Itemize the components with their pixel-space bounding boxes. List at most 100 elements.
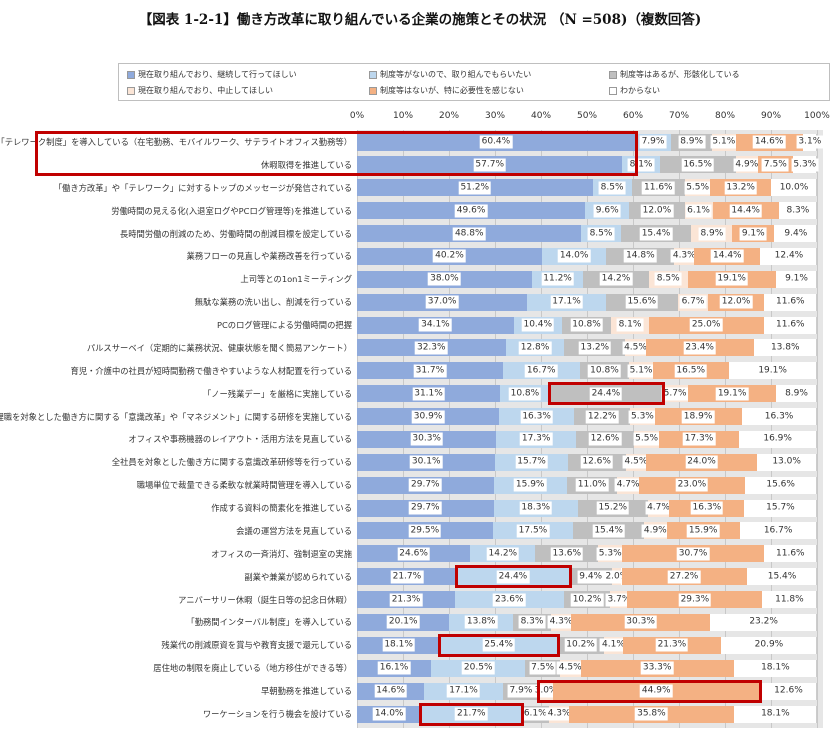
highlight-box — [419, 702, 525, 726]
data-label: 29.3% — [678, 593, 712, 607]
data-label: 12.0% — [640, 204, 674, 218]
data-label: 15.6% — [764, 478, 797, 492]
data-label: 10.8% — [508, 387, 542, 401]
data-label: 37.0% — [425, 295, 459, 309]
data-label: 21.3% — [389, 593, 423, 607]
data-label: 21.3% — [655, 638, 689, 652]
legend-swatch — [609, 70, 617, 79]
data-label: 16.7% — [761, 524, 795, 538]
x-tick-label: 70% — [668, 111, 690, 121]
data-label: 14.8% — [624, 249, 657, 263]
data-label: 29.7% — [409, 501, 442, 515]
data-label: 16.5% — [681, 158, 714, 172]
data-label: 5.3% — [628, 410, 656, 424]
x-tick-label: 50% — [576, 111, 598, 121]
data-label: 35.8% — [635, 707, 668, 721]
highlight-box — [454, 565, 573, 589]
category-label: PCのログ管理による労働時間の把握 — [216, 320, 352, 331]
data-label: 16.3% — [762, 410, 796, 424]
legend-swatch — [369, 70, 377, 79]
data-label: 8.5% — [587, 227, 615, 241]
data-label: 4.3% — [547, 615, 575, 629]
legend-label: 現在取り組んでおり、中止してほしい — [138, 86, 274, 95]
category-label: 「働き方改革」や「テレワーク」に対するトップのメッセージが発信されている — [53, 182, 352, 193]
data-label: 8.9% — [678, 135, 706, 149]
x-tick-label: 100% — [804, 111, 830, 121]
category-label: 居住地の制限を廃止している（地方移住ができる等） — [153, 663, 352, 674]
legend-swatch — [609, 86, 617, 95]
data-label: 29.5% — [408, 524, 442, 538]
legend-label: 制度等はあるが、形骸化している — [620, 70, 740, 79]
data-label: 14.4% — [711, 249, 744, 263]
data-label: 8.5% — [598, 181, 626, 195]
x-tick-label: 60% — [622, 111, 644, 121]
data-label: 27.2% — [667, 570, 701, 584]
data-label: 57.7% — [473, 158, 506, 172]
data-label: 9.4% — [782, 227, 810, 241]
x-tick-label: 80% — [714, 111, 736, 121]
data-label: 15.7% — [515, 455, 548, 469]
category-label: ワーケーションを行う機会を設けている — [202, 709, 352, 719]
data-label: 4.7% — [614, 478, 642, 492]
data-label: 38.0% — [428, 272, 461, 286]
legend-label: わからない — [620, 86, 660, 95]
data-label: 16.1% — [377, 661, 411, 675]
data-label: 18.1% — [759, 661, 792, 675]
data-label: 10.4% — [521, 318, 555, 332]
data-label: 25.0% — [689, 318, 723, 332]
data-label: 15.4% — [765, 570, 799, 584]
data-label: 8.3% — [784, 204, 812, 218]
data-label: 8.3% — [518, 615, 546, 629]
data-label: 16.7% — [524, 364, 558, 378]
gridline — [449, 130, 450, 728]
gridline — [403, 130, 404, 728]
data-label: 16.9% — [761, 432, 794, 446]
category-label: 全社員を対象とした働き方に関する意識改革研修等を行っている — [111, 457, 352, 468]
data-label: 30.7% — [676, 547, 710, 561]
category-label: 「テレワーク制度」を導入している（在宅勤務、モバイルワーク、サテライトオフィス勤… — [0, 137, 352, 147]
data-label: 4.3% — [670, 249, 698, 263]
category-label: 長時間労働の削減のため、労働時間の削減目標を設定している — [119, 228, 352, 239]
gridline — [771, 130, 772, 728]
data-label: 23.2% — [747, 615, 780, 629]
data-label: 21.7% — [455, 707, 488, 721]
data-label: 15.6% — [625, 295, 659, 309]
data-label: 10.8% — [588, 364, 621, 378]
data-label: 18.9% — [681, 410, 715, 424]
data-label: 29.7% — [409, 478, 442, 492]
category-label: 作成する資料の簡素化を推進している — [211, 503, 352, 514]
x-tick-label: 30% — [484, 111, 506, 121]
data-label: 13.8% — [768, 341, 802, 355]
category-label: 早朝勤務を推進している — [260, 686, 352, 697]
x-tick-label: 20% — [438, 111, 460, 121]
data-label: 5.7% — [661, 387, 689, 401]
data-label: 11.2% — [541, 272, 574, 286]
data-label: 11.6% — [642, 181, 675, 195]
x-tick-label: 10% — [392, 111, 414, 121]
legend-item: わからない — [609, 85, 660, 96]
data-label: 5.1% — [710, 135, 738, 149]
category-label: 「ノー残業デー」を厳格に実施している — [202, 388, 352, 399]
data-label: 13.2% — [578, 341, 612, 355]
data-label: 9.1% — [783, 272, 810, 286]
data-label: 6.1% — [521, 707, 549, 721]
data-label: 16.3% — [520, 410, 553, 424]
data-label: 20.9% — [752, 638, 786, 652]
data-label: 14.6% — [374, 684, 407, 698]
legend-item: 制度等はあるが、形骸化している — [609, 69, 740, 80]
category-label: 育児・介護中の社員が短時間勤務で働きやすいような人材配置を行っている — [70, 365, 352, 376]
gridline — [679, 130, 680, 728]
x-tick-label: 40% — [530, 111, 552, 121]
data-label: 24.6% — [397, 547, 430, 561]
data-label: 19.1% — [715, 272, 748, 286]
data-label: 60.4% — [479, 135, 513, 149]
data-label: 16.3% — [690, 501, 724, 515]
data-label: 31.7% — [413, 364, 447, 378]
legend-item: 現在取り組んでおり、中止してほしい — [127, 85, 273, 96]
data-label: 8.9% — [698, 227, 726, 241]
data-label: 5.5% — [633, 432, 660, 446]
data-label: 24.4% — [589, 387, 623, 401]
data-label: 16.5% — [674, 364, 708, 378]
data-label: 31.1% — [412, 387, 445, 401]
category-label: 業務フローの見直しや業務改善を行っている — [186, 251, 352, 262]
